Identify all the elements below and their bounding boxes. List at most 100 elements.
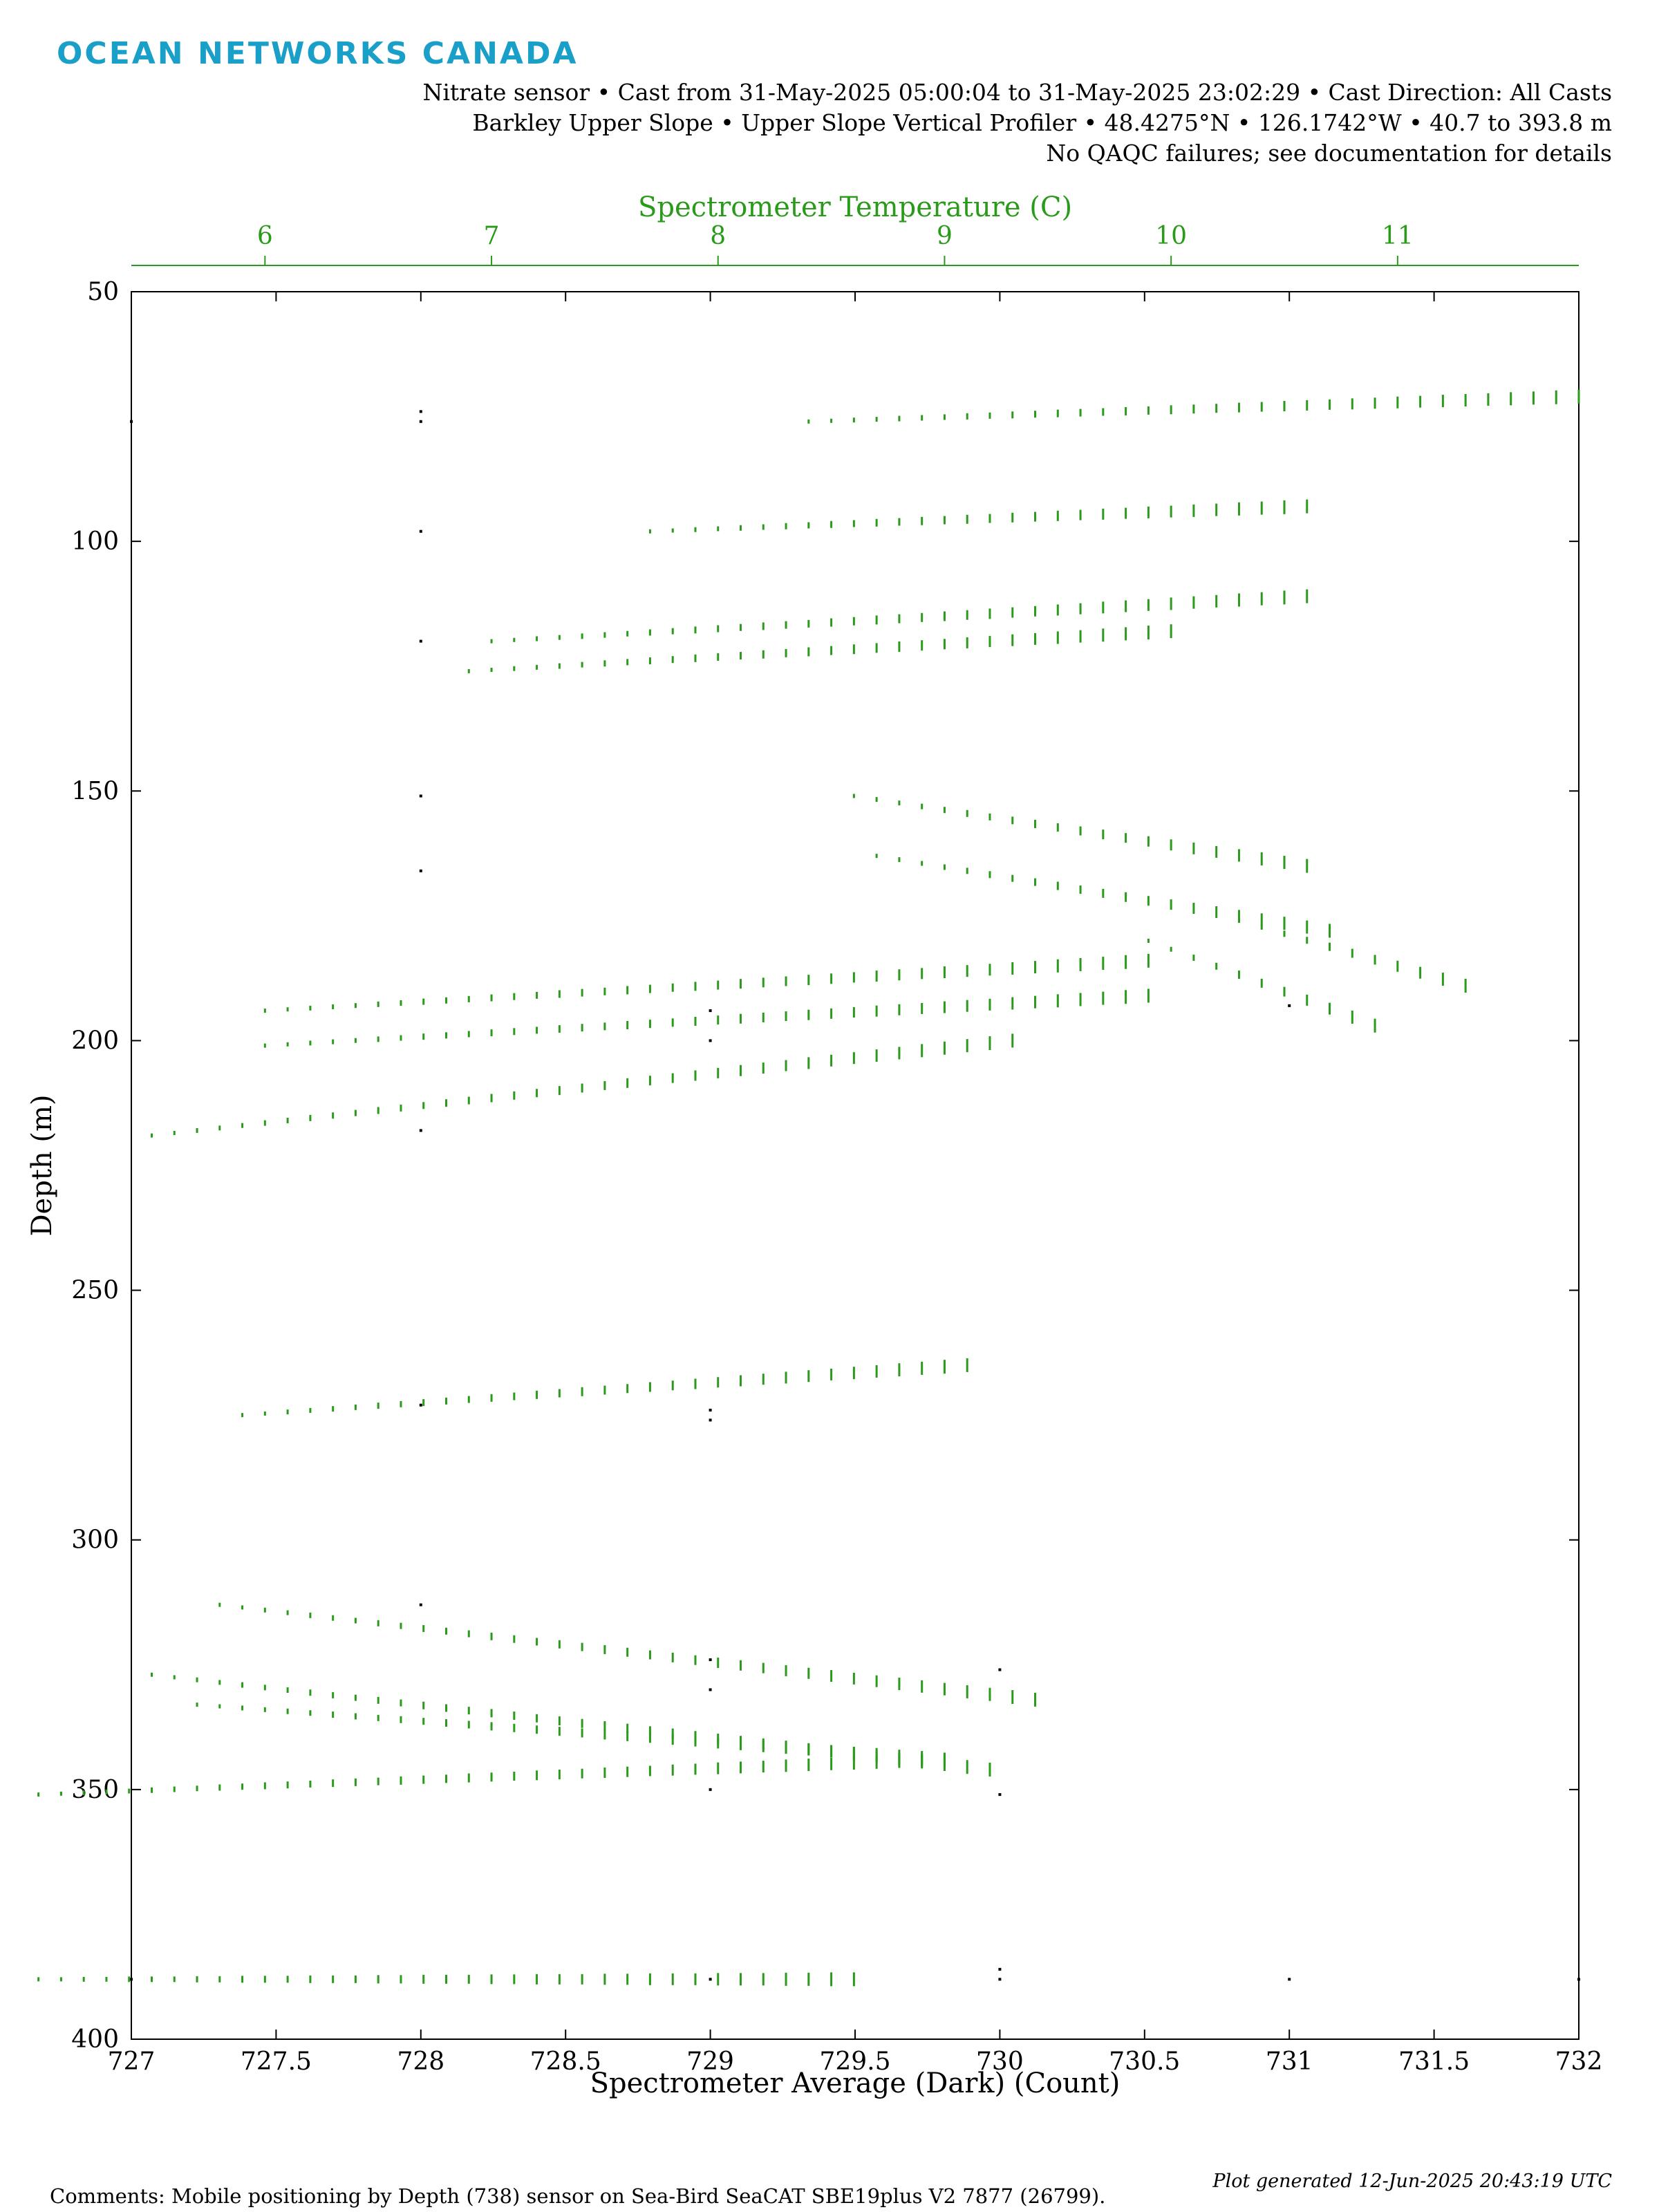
- temperature-point: [785, 1060, 787, 1071]
- temperature-point: [490, 1974, 493, 1985]
- temperature-point: [717, 980, 720, 990]
- temperature-point: [943, 1041, 946, 1055]
- temperature-point: [898, 969, 901, 981]
- temperature-point: [762, 1740, 765, 1752]
- temperature-point: [1283, 986, 1286, 997]
- y-tick-label: 350: [71, 1776, 119, 1804]
- count-point: [419, 529, 422, 533]
- ocean-networks-canada-logo: OCEAN NETWORKS CANADA: [57, 36, 579, 71]
- temperature-point: [830, 1054, 833, 1067]
- temperature-point: [196, 1703, 198, 1707]
- temperature-point: [241, 1976, 244, 1983]
- temperature-point: [1170, 624, 1172, 639]
- temperature-point: [581, 633, 583, 639]
- temperature-point: [490, 1709, 493, 1718]
- temperature-point: [241, 1413, 244, 1418]
- temperature-point: [581, 1083, 583, 1093]
- temperature-point: [852, 1052, 855, 1065]
- count-point: [709, 1658, 712, 1662]
- temperature-point: [807, 619, 810, 628]
- temperature-point: [467, 1707, 470, 1715]
- temperature-point: [785, 523, 787, 529]
- temperature-point: [988, 412, 991, 419]
- temperature-point: [1215, 845, 1218, 858]
- temperature-point: [626, 986, 629, 995]
- temperature-point: [558, 1727, 561, 1736]
- temperature-point: [807, 647, 810, 657]
- temperature-point: [921, 1002, 924, 1014]
- temperature-point: [694, 1973, 697, 1985]
- count-point: [419, 410, 422, 413]
- y-tick-label: 100: [71, 527, 119, 556]
- temperature-point: [1283, 400, 1286, 411]
- temperature-point: [740, 652, 742, 660]
- axis-ticks: 727 727.5 728 728.5 729 729.5 730 730.5 731 731.5…: [71, 278, 1602, 2076]
- temperature-point: [1260, 852, 1263, 866]
- temperature-point: [400, 1776, 402, 1785]
- temperature-point: [1464, 978, 1467, 993]
- count-point: [419, 1129, 422, 1132]
- temperature-point: [490, 639, 493, 644]
- temperature-point: [558, 990, 561, 998]
- temperature-point: [558, 1974, 561, 1985]
- temperature-point: [1419, 395, 1422, 408]
- temperature-point: [694, 626, 697, 634]
- temperature-point: [1260, 402, 1263, 412]
- temperature-point: [1079, 603, 1082, 615]
- temperature-point: [1147, 836, 1150, 847]
- temperature-point: [467, 1773, 470, 1783]
- temperature-point: [648, 1650, 651, 1660]
- temperature-point: [875, 1675, 878, 1687]
- temperature-point: [1237, 910, 1240, 922]
- temperature-point: [717, 625, 720, 632]
- temperature-point: [1351, 1010, 1353, 1024]
- temperature-point: [377, 1001, 379, 1007]
- temperature-point: [309, 1407, 312, 1413]
- temperature-point: [807, 1057, 810, 1069]
- temperature-point: [218, 1976, 221, 1983]
- temperature-point: [671, 1652, 674, 1662]
- top-tick-label: 8: [710, 222, 726, 250]
- temperature-point: [263, 1120, 266, 1126]
- temperature-point: [785, 976, 787, 986]
- temperature-point: [1237, 593, 1240, 607]
- temperature-point: [1034, 606, 1037, 617]
- temperature-point: [921, 968, 924, 980]
- temperature-point: [921, 415, 924, 421]
- temperature-point: [354, 1404, 357, 1410]
- temperature-point: [875, 1747, 878, 1761]
- temperature-point: [1125, 627, 1127, 641]
- temperature-point: [581, 1387, 583, 1396]
- count-point: [1288, 1004, 1291, 1007]
- temperature-point: [875, 417, 878, 422]
- temperature-point: [445, 1397, 448, 1405]
- temperature-point: [467, 1974, 470, 1984]
- temperature-point: [671, 1728, 674, 1739]
- temperature-point: [694, 1378, 697, 1389]
- temperature-point: [150, 1133, 153, 1138]
- temperature-point: [740, 1761, 742, 1774]
- temperature-point: [671, 1734, 674, 1745]
- temperature-point: [943, 516, 946, 525]
- temperature-point: [467, 668, 470, 673]
- temperature-point: [1306, 920, 1309, 934]
- temperature-point: [875, 1755, 878, 1769]
- temperature-point: [830, 418, 833, 423]
- count-point: [709, 1009, 712, 1013]
- temperature-point: [626, 1974, 629, 1985]
- temperature-point: [603, 1767, 606, 1778]
- temperature-point: [1056, 604, 1059, 616]
- temperature-point: [558, 1086, 561, 1096]
- temperature-point: [1034, 878, 1037, 886]
- temperature-point: [1329, 942, 1331, 951]
- temperature-point: [1125, 833, 1127, 843]
- temperature-point: [1396, 396, 1399, 409]
- temperature-point: [807, 419, 810, 424]
- temperature-point: [354, 1003, 357, 1009]
- temperature-point: [1125, 892, 1127, 902]
- temperature-point: [921, 640, 924, 651]
- temperature-point: [603, 1730, 606, 1740]
- temperature-point: [1147, 626, 1150, 640]
- temperature-point: [785, 1371, 787, 1384]
- temperature-point: [694, 1016, 697, 1026]
